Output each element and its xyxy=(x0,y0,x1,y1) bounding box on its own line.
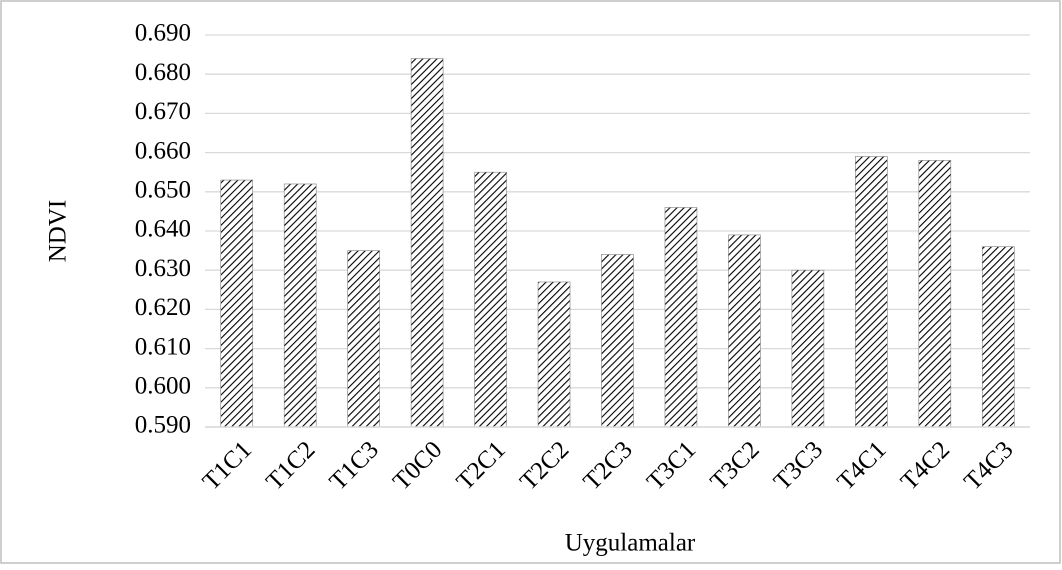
bar xyxy=(537,281,571,428)
bar xyxy=(664,207,698,428)
y-tick-label: 0.690 xyxy=(135,20,191,47)
bar xyxy=(791,269,825,428)
bar xyxy=(855,156,888,428)
x-axis-title: Uygulamalar xyxy=(565,530,696,557)
y-tick-label: 0.670 xyxy=(135,98,191,125)
y-tick-label: 0.680 xyxy=(135,59,191,86)
y-tick-label: 0.600 xyxy=(135,373,191,400)
bar xyxy=(283,183,317,428)
bar xyxy=(347,250,380,428)
y-tick-label: 0.620 xyxy=(135,294,191,321)
y-tick-label: 0.640 xyxy=(135,216,191,243)
bar xyxy=(474,171,507,428)
y-tick-label: 0.590 xyxy=(135,412,191,439)
bar xyxy=(410,58,444,428)
bar xyxy=(981,246,1015,428)
y-tick-label: 0.610 xyxy=(135,333,191,360)
bar xyxy=(601,254,634,428)
y-tick-label: 0.630 xyxy=(135,255,191,282)
y-axis-title: NDVI xyxy=(45,200,72,263)
y-tick-label: 0.660 xyxy=(135,137,191,164)
bar xyxy=(918,160,952,428)
bar xyxy=(728,234,761,428)
y-tick-label: 0.650 xyxy=(135,177,191,204)
bar xyxy=(220,179,254,428)
